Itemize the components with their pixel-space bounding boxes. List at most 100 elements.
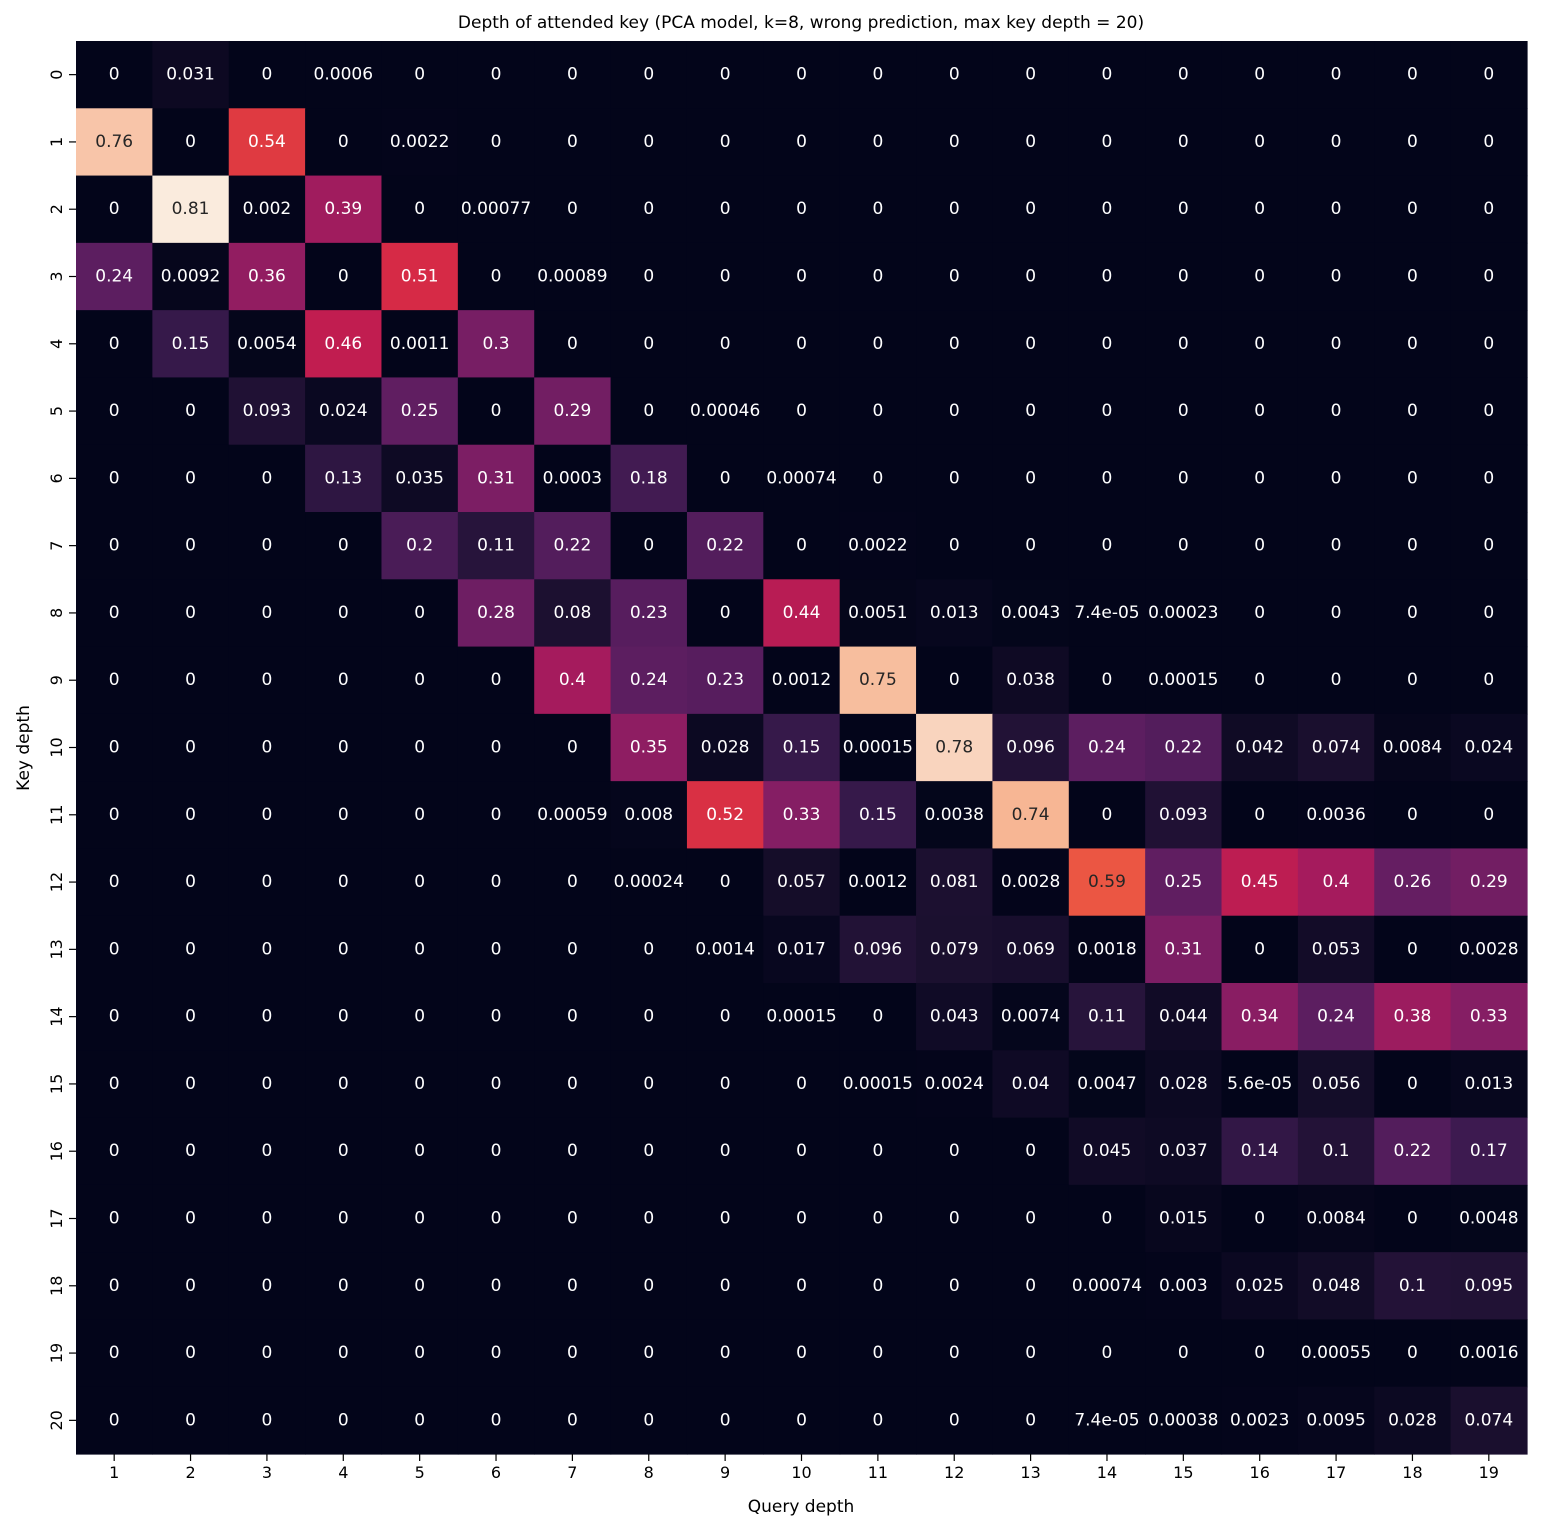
heatmap-cell: [76, 1319, 153, 1388]
heatmap-cell: [1068, 915, 1146, 984]
heatmap-cell: [686, 310, 764, 379]
heatmap-cell-label: 0.096: [1006, 738, 1055, 758]
heatmap-cell-label: 0: [720, 1141, 731, 1161]
heatmap-cell-label: 0: [1025, 536, 1036, 556]
heatmap-cell-label: 0: [185, 670, 196, 690]
heatmap-cell-label: 0: [1178, 132, 1189, 152]
heatmap-cell-label: 0: [1025, 1276, 1036, 1296]
x-tick-label: 6: [491, 1463, 501, 1482]
x-tick-label: 5: [415, 1463, 425, 1482]
heatmap-cell: [1221, 1319, 1299, 1388]
heatmap-cell: [1374, 1184, 1452, 1253]
heatmap-cell: [228, 444, 306, 513]
heatmap-cell-label: 0.0012: [772, 670, 831, 690]
heatmap-cell-label: 0.079: [930, 939, 979, 959]
heatmap-cell-label: 0: [491, 805, 502, 825]
heatmap-cell: [381, 444, 459, 513]
heatmap-cell-label: 0: [1254, 670, 1265, 690]
heatmap-cell-label: 0.0047: [1077, 1074, 1136, 1094]
heatmap-cell: [152, 377, 230, 446]
heatmap-cell: [763, 983, 841, 1051]
heatmap-cell: [686, 646, 764, 715]
heatmap-cell-label: 0: [109, 1209, 120, 1229]
heatmap-cell-label: 0: [109, 468, 120, 488]
heatmap-cell-label: 0: [720, 468, 731, 488]
heatmap-cell-label: 0.28: [477, 603, 515, 623]
heatmap-cell: [76, 41, 153, 109]
heatmap-cell-label: 0.043: [930, 1007, 979, 1027]
heatmap-cell-label: 0: [1254, 805, 1265, 825]
heatmap-cell-label: 0: [1483, 199, 1494, 219]
heatmap-cell: [992, 512, 1070, 580]
heatmap-cell: [1068, 1117, 1146, 1186]
heatmap-cell: [76, 983, 153, 1051]
heatmap-cell-label: 0: [185, 872, 196, 892]
heatmap-cell: [686, 242, 764, 311]
heatmap-cell: [610, 1184, 688, 1253]
heatmap-cell: [1374, 444, 1452, 513]
heatmap-cell: [457, 512, 535, 580]
heatmap-cell-label: 0.3: [483, 334, 510, 354]
heatmap-cell: [152, 646, 230, 715]
heatmap-cell-label: 0: [338, 939, 349, 959]
heatmap-cell: [916, 512, 994, 580]
heatmap-cell-label: 0.15: [859, 805, 897, 825]
heatmap-cell: [457, 1117, 535, 1186]
heatmap-cell-label: 0: [1407, 401, 1418, 421]
heatmap-cell: [457, 579, 535, 648]
heatmap-cell: [1145, 1319, 1223, 1388]
heatmap-cell-label: 0: [1331, 670, 1342, 690]
heatmap-cell: [1145, 1117, 1223, 1186]
heatmap-cell-label: 0: [1025, 1343, 1036, 1363]
x-tick-label: 12: [944, 1463, 964, 1482]
heatmap-cell: [1068, 1386, 1146, 1455]
heatmap-cell-label: 0: [1102, 334, 1113, 354]
heatmap-cell: [228, 713, 306, 782]
heatmap-cell: [1450, 1117, 1528, 1186]
heatmap-cell: [1450, 781, 1528, 850]
heatmap-cell: [992, 242, 1070, 311]
heatmap-cell-label: 0: [338, 1074, 349, 1094]
heatmap-cell-label: 0.002: [243, 199, 292, 219]
heatmap-cell: [763, 713, 841, 782]
heatmap-cell: [1068, 41, 1146, 109]
heatmap-cell-label: 0: [1331, 132, 1342, 152]
heatmap-cell-label: 0: [643, 132, 654, 152]
heatmap-cell: [152, 713, 230, 782]
heatmap-cell: [1145, 579, 1223, 648]
heatmap-cell-label: 0: [1025, 65, 1036, 85]
heatmap-cell-label: 0: [1254, 536, 1265, 556]
heatmap-cell: [1145, 781, 1223, 850]
heatmap-cell: [381, 1117, 459, 1186]
heatmap-cell-label: 0.0051: [848, 603, 907, 623]
heatmap-cell: [1450, 310, 1528, 379]
heatmap-cell: [1145, 242, 1223, 311]
heatmap-cell-label: 0: [872, 1007, 883, 1027]
heatmap-cell-label: 0.46: [324, 334, 362, 354]
x-tick-label: 4: [338, 1463, 348, 1482]
heatmap-cell: [457, 242, 535, 311]
heatmap-cell-label: 0: [185, 738, 196, 758]
heatmap-cell: [228, 175, 306, 244]
heatmap-cell-label: 0: [1407, 468, 1418, 488]
heatmap-cell-label: 0.33: [783, 805, 821, 825]
heatmap-cell-label: 0: [720, 1276, 731, 1296]
heatmap-cell: [1221, 108, 1299, 177]
heatmap-cell: [763, 242, 841, 311]
heatmap-cell-label: 0.0016: [1459, 1343, 1518, 1363]
heatmap-cell: [228, 646, 306, 715]
heatmap-cell: [76, 915, 153, 984]
heatmap-cell-label: 0: [262, 1074, 273, 1094]
heatmap-cell: [381, 1184, 459, 1253]
heatmap-cell-label: 0: [491, 65, 502, 85]
heatmap-cell: [1297, 579, 1375, 648]
heatmap-cell-label: 0: [720, 132, 731, 152]
heatmap-cell: [534, 983, 612, 1051]
heatmap-cell: [916, 41, 994, 109]
heatmap-cell-label: 0: [1102, 1343, 1113, 1363]
heatmap-cell-label: 0: [414, 1410, 425, 1430]
heatmap-cell: [228, 108, 306, 177]
x-tick-label: 14: [1097, 1463, 1117, 1482]
